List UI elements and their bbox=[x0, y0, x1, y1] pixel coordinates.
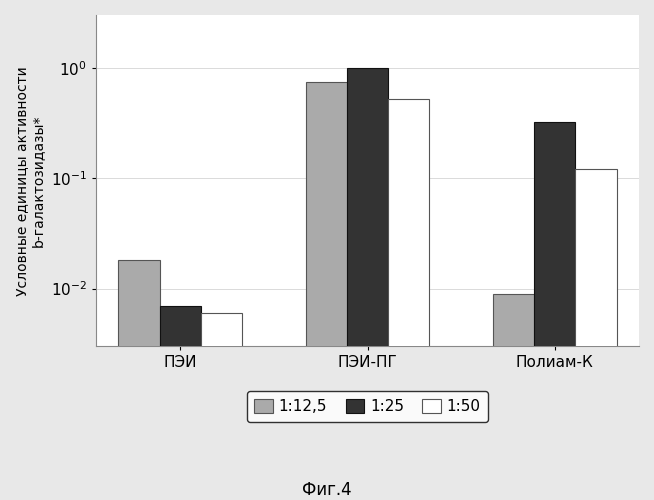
Bar bbox=[534, 122, 576, 500]
Bar bbox=[160, 306, 201, 500]
Bar bbox=[347, 68, 388, 500]
Bar bbox=[576, 170, 617, 500]
Bar bbox=[388, 99, 429, 500]
Bar bbox=[493, 294, 534, 500]
Legend: 1:12,5, 1:25, 1:50: 1:12,5, 1:25, 1:50 bbox=[247, 391, 489, 422]
Bar bbox=[201, 313, 242, 500]
Bar bbox=[118, 260, 160, 500]
Bar bbox=[305, 82, 347, 500]
Text: Фиг.4: Фиг.4 bbox=[302, 481, 352, 499]
Y-axis label: Условные единицы активности
b-галактозидазы*: Условные единицы активности b-галактозид… bbox=[15, 66, 45, 296]
